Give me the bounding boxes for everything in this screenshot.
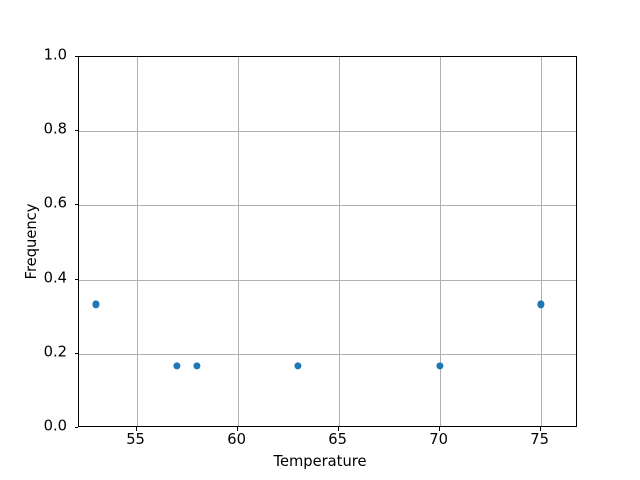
y-tick-label: 0.0 [43, 417, 67, 435]
x-tick-mark [539, 427, 541, 431]
gridline-vertical [338, 57, 340, 426]
y-tick-label: 0.8 [43, 120, 67, 138]
gridline-horizontal [79, 205, 576, 207]
gridline-vertical [237, 57, 239, 426]
x-tick-label: 60 [227, 431, 246, 448]
x-tick-label: 65 [328, 431, 347, 448]
y-tick-mark [74, 130, 78, 132]
x-axis-label: Temperature [273, 453, 367, 470]
data-point [193, 362, 201, 370]
data-point [173, 362, 181, 370]
gridline-horizontal [79, 131, 576, 133]
data-point [537, 300, 545, 309]
data-point [92, 300, 100, 309]
x-tick-label: 70 [429, 431, 448, 448]
x-tick-mark [135, 427, 137, 431]
y-tick-mark [74, 352, 78, 354]
x-tick-mark [236, 427, 238, 431]
y-tick-label: 0.4 [43, 269, 67, 287]
x-tick-label: 75 [530, 431, 549, 448]
x-tick-mark [438, 427, 440, 431]
gridline-horizontal [79, 279, 576, 281]
y-tick-mark [74, 278, 78, 280]
x-tick-mark [337, 427, 339, 431]
data-point [436, 362, 444, 370]
y-tick-label: 0.6 [43, 195, 67, 213]
x-tick-label: 55 [126, 431, 145, 448]
gridline-horizontal [79, 353, 576, 355]
data-point [294, 362, 302, 370]
y-tick-label: 0.2 [43, 343, 67, 361]
gridline-vertical [540, 57, 542, 426]
gridline-vertical [136, 57, 138, 426]
y-tick-mark [74, 56, 78, 57]
plot-area [78, 56, 577, 427]
y-tick-label: 1.0 [43, 46, 67, 64]
y-tick-mark [74, 204, 78, 206]
y-tick-mark [74, 427, 78, 428]
gridline-vertical [439, 57, 441, 426]
y-axis-label: Frequency [23, 203, 40, 280]
